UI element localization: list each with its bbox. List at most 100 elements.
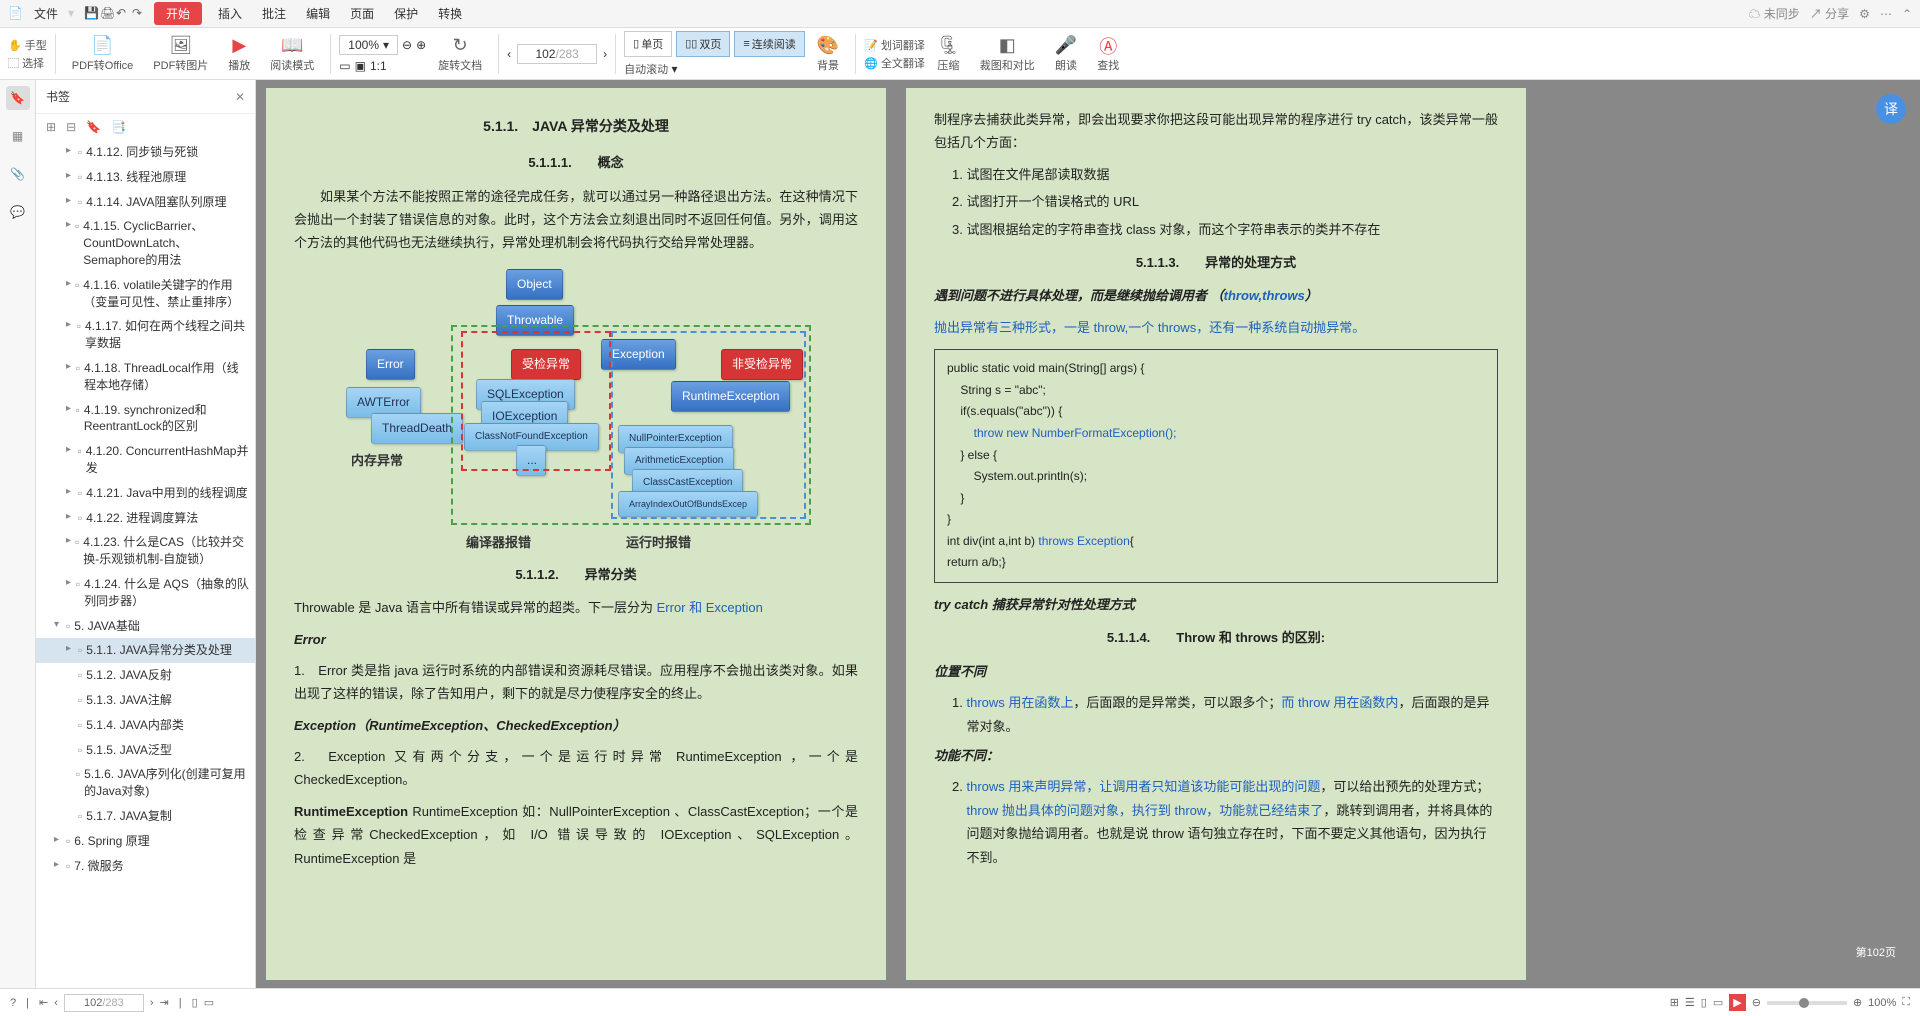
- bookmark-item[interactable]: ▫5.1.6. JAVA序列化(创建可复用的Java对象): [36, 762, 255, 804]
- zoom-out-icon[interactable]: ⊖: [402, 38, 412, 52]
- sb-view-icon[interactable]: ▭: [1713, 996, 1723, 1009]
- bookmark-item[interactable]: ▸▫4.1.16. volatile关键字的作用（变量可见性、禁止重排序）: [36, 273, 255, 315]
- tool-compare[interactable]: ◧裁图和对比: [972, 33, 1043, 75]
- sb-last-icon[interactable]: ⇥: [160, 996, 169, 1009]
- bookmark-item[interactable]: ▸▫4.1.24. 什么是 AQS（抽象的队列同步器）: [36, 572, 255, 614]
- menu-protect[interactable]: 保护: [384, 5, 428, 22]
- statusbar: ? | ⇤ ‹ 102/283 › ⇥ | ▯ ▭ ⊞ ☰ ▯ ▭ ▶ ⊖ ⊕ …: [0, 988, 1920, 1016]
- sb-help-icon[interactable]: ?: [10, 997, 16, 1009]
- link[interactable]: throw,throws: [1224, 288, 1305, 303]
- share-button[interactable]: ↗ 分享: [1810, 5, 1849, 22]
- bookmark-item[interactable]: ▸▫7. 微服务: [36, 854, 255, 879]
- zoom-in-icon[interactable]: ⊕: [416, 38, 426, 52]
- bookmark-item[interactable]: ▫5.1.5. JAVA泛型: [36, 738, 255, 763]
- document-viewport[interactable]: 5.1.1. JAVA 异常分类及处理 5.1.1.1. 概念 如果某个方法不能…: [256, 80, 1920, 988]
- menu-insert[interactable]: 插入: [208, 5, 252, 22]
- sb-zoom-in-icon[interactable]: ⊕: [1853, 996, 1862, 1009]
- subheading: Error: [294, 628, 858, 651]
- menu-page[interactable]: 页面: [340, 5, 384, 22]
- print-icon[interactable]: 🖨: [100, 6, 116, 22]
- tool-find[interactable]: Ⓐ查找: [1089, 33, 1127, 75]
- sb-pagemode-icon[interactable]: ▯: [192, 996, 198, 1009]
- bookmark-item[interactable]: ▫5.1.4. JAVA内部类: [36, 713, 255, 738]
- tool-pdf2img[interactable]: 🖼PDF转图片: [145, 33, 216, 75]
- bookmark-item[interactable]: ▸▫4.1.19. synchronized和ReentrantLock的区别: [36, 398, 255, 440]
- actual-size-icon[interactable]: 1:1: [370, 59, 387, 73]
- link[interactable]: Error 和 Exception: [657, 600, 763, 615]
- menu-file[interactable]: 文件: [24, 5, 68, 22]
- thumbnail-tab-icon[interactable]: ▦: [6, 124, 30, 148]
- view-double[interactable]: ▯▯ 双页: [676, 31, 730, 57]
- attachment-tab-icon[interactable]: 📎: [6, 162, 30, 186]
- sb-play-icon[interactable]: ▶: [1729, 994, 1745, 1011]
- menu-start[interactable]: 开始: [154, 2, 202, 25]
- bm-tool-icon[interactable]: 📑: [111, 120, 126, 134]
- sb-view-icon[interactable]: ⊞: [1670, 996, 1679, 1009]
- sync-status[interactable]: ☁ 未同步: [1748, 5, 1799, 22]
- bookmark-item[interactable]: ▸▫4.1.20. ConcurrentHashMap并发: [36, 439, 255, 481]
- bookmark-item[interactable]: ▸▫4.1.18. ThreadLocal作用（线程本地存储）: [36, 356, 255, 398]
- bm-tool-icon[interactable]: 🔖: [86, 120, 101, 134]
- page-input[interactable]: 102/283: [517, 44, 597, 64]
- bookmark-item[interactable]: ▾▫5. JAVA基础: [36, 614, 255, 639]
- tool-pdf2office[interactable]: 📄PDF转Office: [64, 33, 142, 75]
- bm-tool-icon[interactable]: ⊞: [46, 120, 56, 134]
- page-prev-icon[interactable]: ‹: [507, 47, 511, 61]
- bookmark-item[interactable]: ▫5.1.3. JAVA注解: [36, 688, 255, 713]
- comment-tab-icon[interactable]: 💬: [6, 200, 30, 224]
- page-next-icon[interactable]: ›: [603, 47, 607, 61]
- bookmark-item[interactable]: ▫5.1.7. JAVA复制: [36, 804, 255, 829]
- tool-fulltrans[interactable]: 🌐 全文翻译: [864, 55, 925, 71]
- fit-page-icon[interactable]: ▣: [355, 59, 366, 73]
- bookmark-item[interactable]: ▸▫6. Spring 原理: [36, 829, 255, 854]
- tool-readmode[interactable]: 📖阅读模式: [262, 33, 322, 75]
- menu-edit[interactable]: 编辑: [296, 5, 340, 22]
- bookmark-item[interactable]: ▸▫4.1.13. 线程池原理: [36, 165, 255, 190]
- tool-background[interactable]: 🎨背景: [809, 33, 847, 75]
- tool-play[interactable]: ▶播放: [220, 33, 258, 75]
- sb-zoom-out-icon[interactable]: ⊖: [1752, 996, 1761, 1009]
- bookmark-item[interactable]: ▸▫4.1.14. JAVA阻塞队列原理: [36, 190, 255, 215]
- zoom-value[interactable]: 100% ▾: [339, 35, 398, 55]
- bookmark-item[interactable]: ▸▫4.1.23. 什么是CAS（比较并交换-乐观锁机制-自旋锁）: [36, 530, 255, 572]
- bookmark-item[interactable]: ▸▫4.1.12. 同步锁与死锁: [36, 140, 255, 165]
- save-icon[interactable]: 💾: [84, 6, 100, 22]
- sb-zoom-value[interactable]: 100%: [1868, 997, 1896, 1009]
- sb-view-icon[interactable]: ☰: [1685, 996, 1695, 1009]
- translate-float-icon[interactable]: 译: [1876, 94, 1906, 124]
- bm-tool-icon[interactable]: ⊟: [66, 120, 76, 134]
- close-panel-icon[interactable]: ✕: [235, 90, 245, 104]
- tool-compress[interactable]: 🗜压缩: [929, 33, 968, 75]
- view-single[interactable]: ▯ 单页: [624, 31, 672, 57]
- bookmark-item[interactable]: ▸▫4.1.17. 如何在两个线程之间共享数据: [36, 314, 255, 356]
- tool-hand[interactable]: ✋ 手型: [8, 37, 47, 53]
- menu-convert[interactable]: 转换: [428, 5, 472, 22]
- sb-prev-icon[interactable]: ‹: [54, 997, 58, 1009]
- sb-first-icon[interactable]: ⇤: [39, 996, 48, 1009]
- bookmark-item[interactable]: ▫5.1.2. JAVA反射: [36, 663, 255, 688]
- sb-page-input[interactable]: 102/283: [64, 994, 144, 1012]
- bookmark-item[interactable]: ▸▫4.1.22. 进程调度算法: [36, 506, 255, 531]
- tool-wordtrans[interactable]: 📝 划词翻译: [864, 37, 925, 53]
- bookmark-item[interactable]: ▸▫4.1.15. CyclicBarrier、CountDownLatch、S…: [36, 214, 255, 272]
- sb-pagemode-icon[interactable]: ▭: [204, 996, 214, 1009]
- tool-rotate[interactable]: ↻旋转文档: [430, 33, 490, 75]
- bookmark-tab-icon[interactable]: 🔖: [6, 86, 30, 110]
- sb-next-icon[interactable]: ›: [150, 997, 154, 1009]
- collapse-icon[interactable]: ⌃: [1902, 7, 1912, 21]
- more-icon[interactable]: ⋯: [1880, 7, 1892, 21]
- page-indicator-float[interactable]: 第102页: [1846, 938, 1906, 966]
- sb-expand-icon[interactable]: ⛶: [1902, 996, 1910, 1009]
- bookmark-item[interactable]: ▸▫5.1.1. JAVA异常分类及处理: [36, 638, 255, 663]
- tool-select[interactable]: ⬚ 选择: [8, 55, 47, 71]
- view-continuous[interactable]: ≡ 连续阅读: [734, 31, 804, 57]
- bookmark-item[interactable]: ▸▫4.1.21. Java中用到的线程调度: [36, 481, 255, 506]
- tool-read[interactable]: 🎤朗读: [1047, 33, 1085, 75]
- menu-review[interactable]: 批注: [252, 5, 296, 22]
- autoscroll[interactable]: 自动滚动: [624, 64, 668, 76]
- undo-icon[interactable]: ↶: [116, 6, 132, 22]
- redo-icon[interactable]: ↷: [132, 6, 148, 22]
- settings-icon[interactable]: ⚙: [1859, 7, 1870, 21]
- sb-view-icon[interactable]: ▯: [1701, 996, 1707, 1009]
- fit-width-icon[interactable]: ▭: [339, 59, 350, 73]
